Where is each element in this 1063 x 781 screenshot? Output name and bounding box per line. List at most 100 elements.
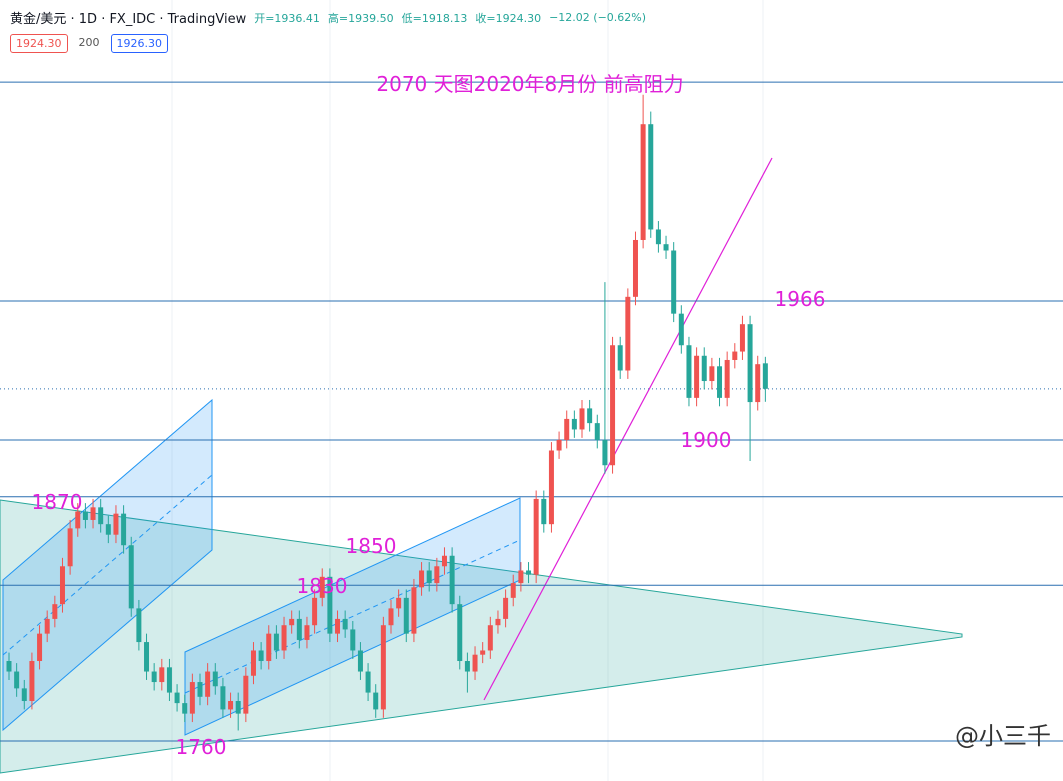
candle-body [510, 583, 516, 598]
candle-body [587, 408, 593, 424]
candle-body [128, 545, 134, 609]
watermark: @小三千 [955, 722, 1051, 750]
candle-body [648, 124, 654, 230]
candle-body [258, 650, 264, 662]
candle-body [350, 629, 356, 651]
candle-body [189, 682, 195, 714]
candle-body [373, 692, 379, 710]
annotation: 1870 [32, 490, 83, 514]
candle-body [21, 688, 27, 702]
candle-body [564, 418, 570, 440]
candle-body [434, 566, 440, 584]
candle-body [166, 667, 172, 693]
badge[interactable]: 200 [78, 36, 100, 49]
candle-body [472, 654, 478, 672]
candle-body [426, 570, 432, 584]
ohlc-high: 高=1939.50 [327, 11, 394, 25]
candle-body [82, 511, 88, 520]
candle-body [495, 618, 501, 626]
candle-body [365, 671, 371, 693]
candle-body [281, 625, 287, 651]
candle-body [212, 671, 218, 687]
candle-body [548, 450, 554, 525]
candle-body [266, 633, 272, 662]
candle-body [289, 618, 295, 626]
candle-body [105, 524, 111, 535]
candle-body [159, 667, 165, 683]
candle-body [335, 618, 341, 634]
badges: 1924.30 200 1926.30 [10, 34, 168, 53]
candle-body [541, 498, 547, 525]
candle-body [121, 513, 127, 546]
ohlc-open: 开=1936.41 [254, 11, 320, 25]
candle-body [29, 661, 35, 702]
candle-body [396, 597, 402, 609]
candle-body [75, 511, 81, 529]
annotation: 1850 [346, 534, 397, 558]
candle-body [388, 608, 394, 626]
candle-body [235, 701, 241, 714]
candle-body [762, 363, 768, 389]
candle-body [228, 701, 234, 710]
candle-body [342, 618, 348, 630]
candle-body [640, 124, 646, 240]
candle-body [37, 633, 43, 662]
candle-body [296, 618, 302, 640]
candle-body [464, 661, 470, 672]
candle-body [755, 364, 761, 403]
candle-body [319, 576, 325, 598]
candle-body [243, 675, 249, 714]
candle-body [357, 650, 363, 672]
annotation: 2070 天图2020年8月份 前高阻力 [376, 72, 683, 96]
trend-line [483, 157, 773, 701]
annotation: 1830 [297, 574, 348, 598]
candle-body [480, 650, 486, 655]
candle-body [327, 576, 333, 634]
candle-body [59, 566, 65, 605]
candle-body [487, 625, 493, 651]
candle-body [694, 355, 700, 398]
candle-body [579, 408, 585, 430]
annotation: 1760 [176, 735, 227, 759]
candle-body [671, 250, 677, 314]
ohlc-low: 低=1918.13 [401, 11, 468, 25]
candle-body [526, 570, 532, 575]
candle-body [655, 229, 661, 245]
candle-body [663, 244, 669, 251]
candle-body [602, 439, 608, 466]
candle-body [518, 570, 524, 584]
candle-body [678, 313, 684, 346]
ohlc-close: 收=1924.30 [475, 11, 542, 25]
candle-body [709, 366, 715, 382]
candle-body [304, 625, 310, 640]
candle-body [52, 604, 58, 619]
candle-body [220, 686, 226, 710]
candle-body [533, 498, 539, 575]
candle-body [312, 597, 318, 626]
candle-body [457, 604, 463, 662]
candle-body [411, 587, 417, 634]
candle-body [273, 633, 279, 651]
candle-body [686, 345, 692, 398]
candle-body [556, 439, 562, 451]
candle-body [136, 608, 142, 643]
candle-body [250, 650, 256, 676]
candle-body [90, 507, 96, 520]
candle-body [144, 642, 150, 672]
candle-body [174, 692, 180, 704]
header: 黄金/美元 · 1D · FX_IDC · TradingView 开=1936… [10, 8, 646, 27]
candle-body [617, 345, 623, 371]
candle-body [380, 625, 386, 710]
candle-body [449, 555, 455, 605]
candle-body [182, 703, 188, 714]
annotation: 1966 [775, 287, 826, 311]
badge[interactable]: 1924.30 [10, 34, 68, 53]
candle-body [717, 366, 723, 398]
candle-body [14, 671, 20, 689]
candle-body [594, 423, 600, 440]
candle-body [197, 682, 203, 697]
badge[interactable]: 1926.30 [110, 34, 168, 53]
candle-body [701, 355, 707, 382]
